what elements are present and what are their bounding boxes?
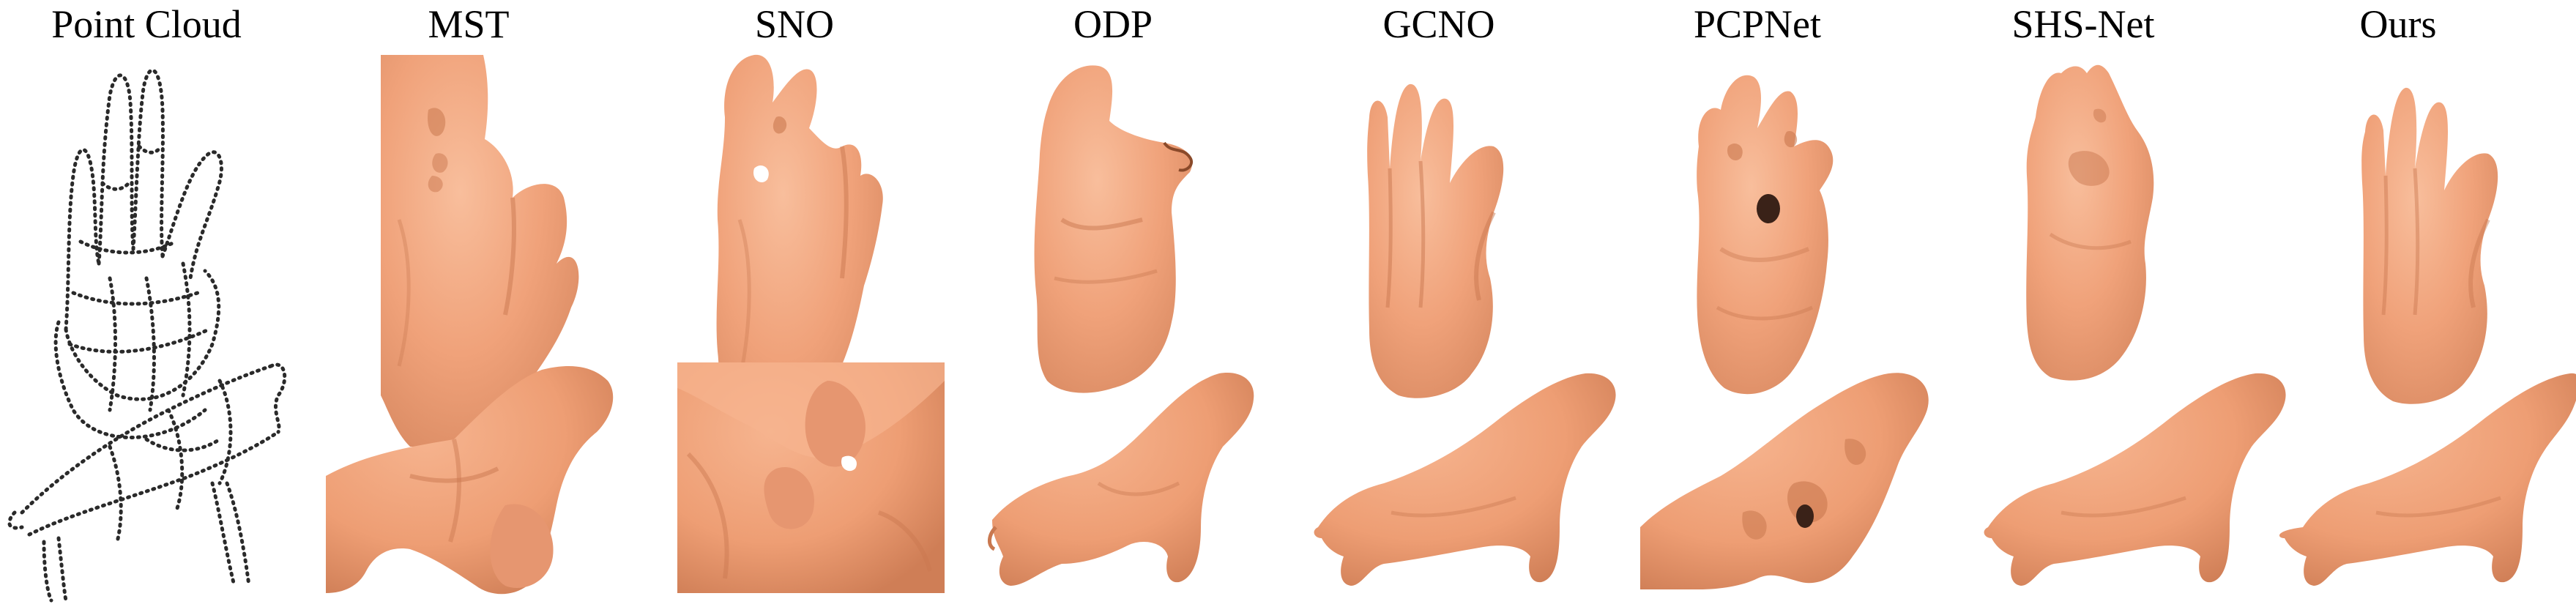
column-label-point-cloud: Point Cloud bbox=[51, 2, 242, 46]
pcpnet-hand-reconstruction bbox=[1697, 75, 1834, 395]
odp-animal-reconstruction bbox=[988, 373, 1254, 586]
gcno-animal-reconstruction bbox=[1314, 373, 1616, 586]
sno-hand-reconstruction bbox=[716, 54, 883, 453]
shs-net-animal-reconstruction bbox=[1984, 373, 2286, 586]
sno-animal-reconstruction bbox=[677, 362, 945, 593]
column-label-gcno: GCNO bbox=[1382, 2, 1495, 46]
ours-animal-reconstruction bbox=[2279, 373, 2576, 586]
shs-net-hand-reconstruction bbox=[2026, 64, 2154, 381]
mst-animal-reconstruction bbox=[326, 366, 614, 595]
column-label-sno: SNO bbox=[754, 2, 835, 46]
column-label-pcpnet: PCPNet bbox=[1693, 2, 1822, 46]
column-label-mst: MST bbox=[428, 2, 510, 46]
mst-hand-reconstruction bbox=[381, 55, 579, 447]
pcpnet-animal-reconstruction bbox=[1640, 373, 1929, 589]
column-label-ours: Ours bbox=[2359, 2, 2437, 46]
column-label-shs-net: SHS-Net bbox=[2011, 2, 2155, 46]
column-label-odp: ODP bbox=[1073, 2, 1153, 46]
column-header-row: Point Cloud MST SNO ODP GCNO PCPNet SHS-… bbox=[0, 0, 2576, 66]
odp-hand-reconstruction bbox=[1034, 65, 1194, 393]
gcno-hand-reconstruction bbox=[1367, 83, 1504, 398]
point-cloud-hand bbox=[53, 68, 223, 439]
ours-hand-reconstruction bbox=[2361, 87, 2498, 404]
point-cloud-animal bbox=[7, 362, 287, 603]
